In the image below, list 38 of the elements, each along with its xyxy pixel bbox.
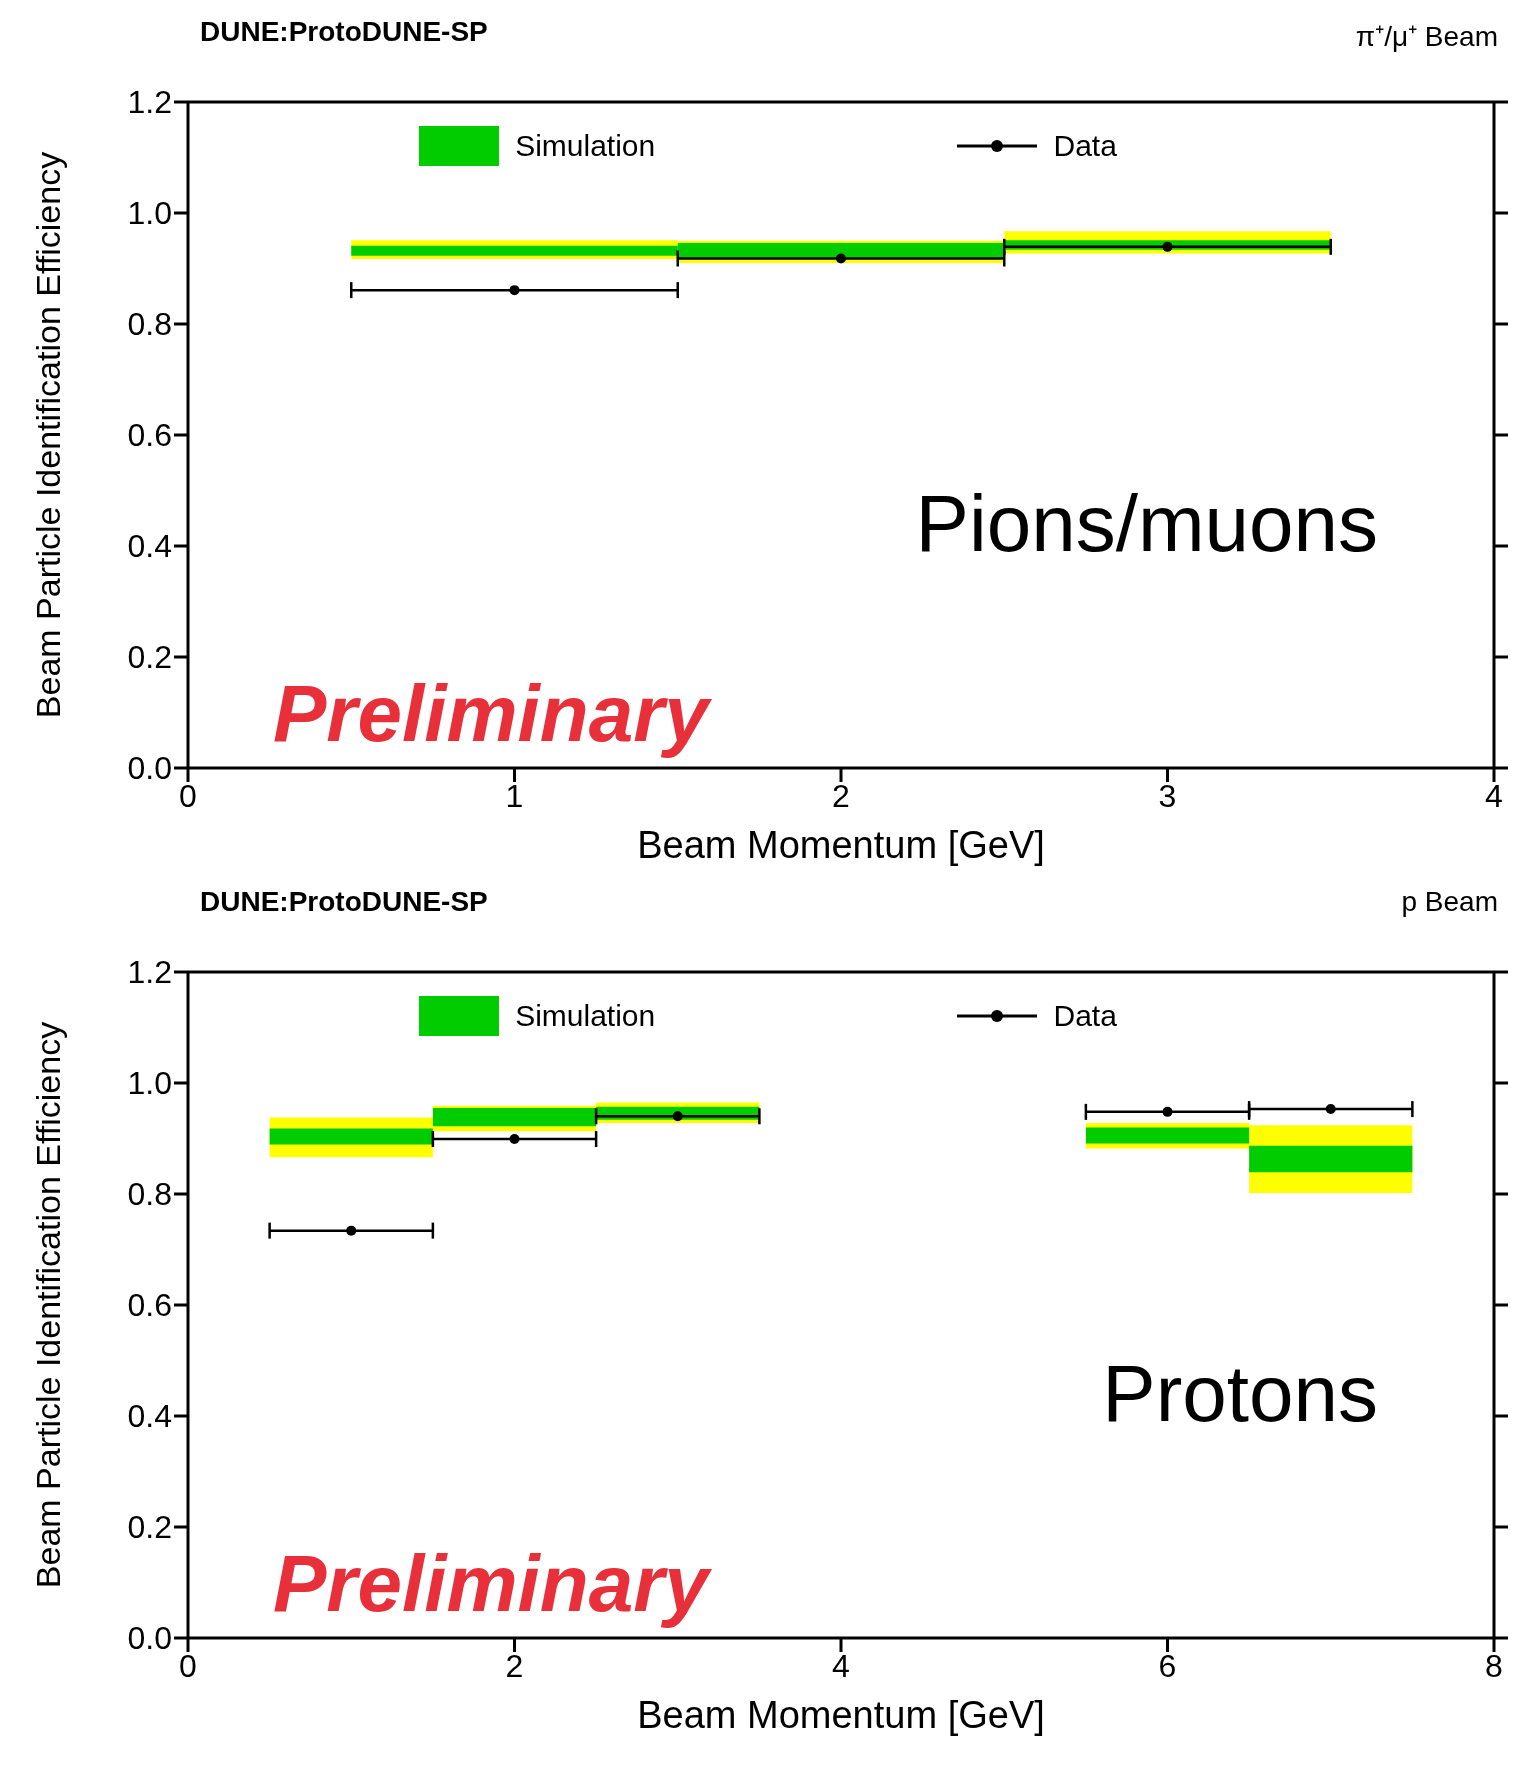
y-tick-label: 0.0 <box>127 1620 172 1657</box>
y-tick-label: 1.2 <box>127 954 172 991</box>
y-tick-label: 0.6 <box>127 417 172 454</box>
y-tick-label: 0.8 <box>127 1176 172 1213</box>
annotation: Pions/muons <box>915 478 1378 570</box>
legend-label: Simulation <box>515 999 656 1033</box>
y-tick-label: 0.0 <box>127 750 172 787</box>
x-tick-label: 1 <box>505 777 524 814</box>
y-tick-label: 1.0 <box>127 195 172 232</box>
x-tick-label: 4 <box>832 1647 850 1684</box>
x-tick-label: 8 <box>1485 1647 1503 1684</box>
legend-label: Data <box>1053 129 1117 163</box>
annotation: Protons <box>1102 1348 1378 1440</box>
x-tick-label: 3 <box>1158 777 1177 814</box>
x-tick-label: 6 <box>1158 1647 1177 1684</box>
y-tick-label: 1.2 <box>127 84 172 121</box>
y-tick-label: 1.0 <box>127 1065 172 1102</box>
x-axis-title: Beam Momentum [GeV] <box>637 1694 1045 1736</box>
legend-label: Data <box>1053 999 1117 1033</box>
chart-title: DUNE:ProtoDUNE-SP <box>200 16 488 48</box>
y-tick-label: 0.6 <box>127 1287 172 1324</box>
y-tick-label: 0.4 <box>127 528 172 565</box>
y-axis-title: Beam Particle Identification Efficiency <box>29 151 68 719</box>
y-tick-label: 0.2 <box>127 1509 172 1546</box>
x-tick-label: 2 <box>505 1647 524 1684</box>
y-axis-title: Beam Particle Identification Efficiency <box>29 1021 68 1589</box>
legend-label: Simulation <box>515 129 656 163</box>
x-tick-label: 0 <box>179 777 197 814</box>
chart-subtitle: p Beam <box>1401 886 1498 918</box>
x-tick-label: 4 <box>1485 777 1503 814</box>
y-tick-label: 0.8 <box>127 306 172 343</box>
y-tick-label: 0.4 <box>127 1398 172 1435</box>
y-tick-label: 0.2 <box>127 639 172 676</box>
x-tick-label: 2 <box>832 777 850 814</box>
chart-subtitle: π⁺/μ⁺ Beam <box>1355 20 1498 54</box>
x-tick-label: 0 <box>179 1647 197 1684</box>
chart-title: DUNE:ProtoDUNE-SP <box>200 886 488 918</box>
x-axis-title: Beam Momentum [GeV] <box>637 824 1045 866</box>
